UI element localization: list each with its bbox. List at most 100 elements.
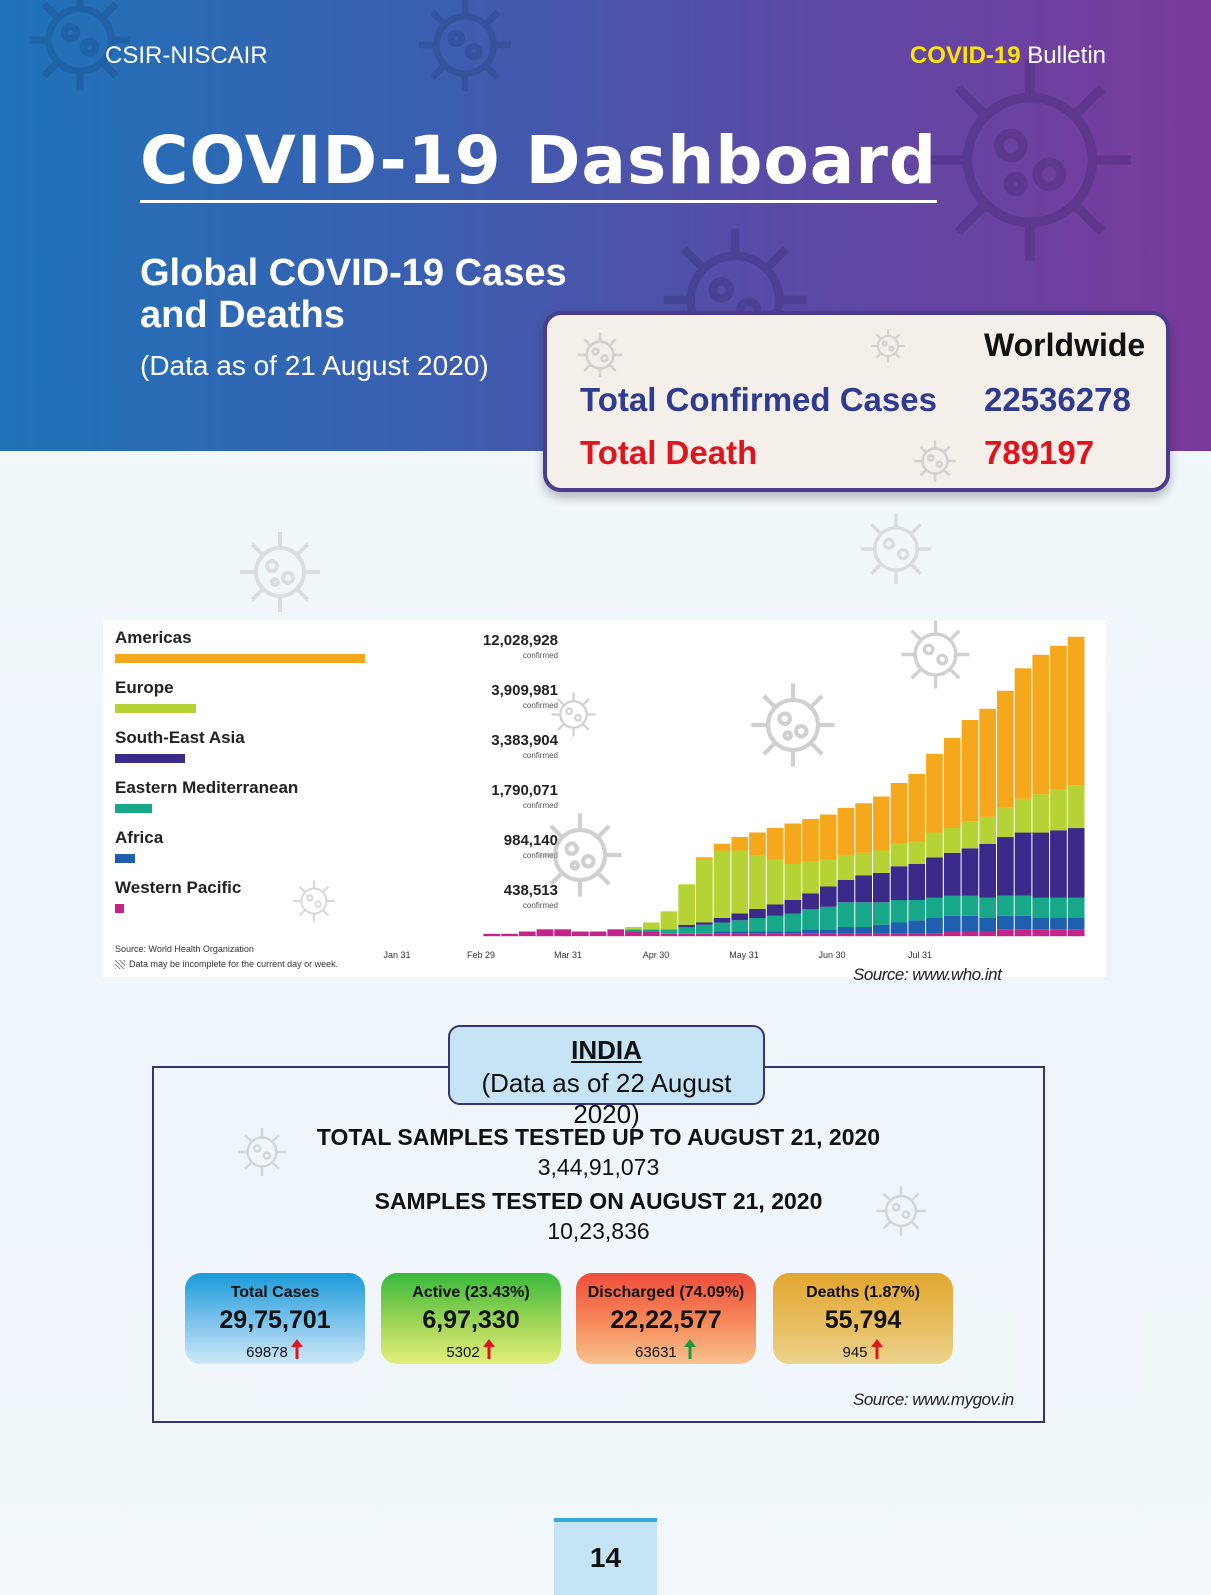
chart-bar-segment — [873, 873, 890, 903]
bulletin-rest: Bulletin — [1020, 42, 1106, 69]
region-name: South-East Asia — [115, 728, 245, 747]
chart-bar-segment — [908, 900, 926, 921]
death-value: 789197 — [984, 434, 1095, 471]
chart-bar-segment — [855, 902, 872, 928]
chart-bar-segment — [483, 933, 501, 937]
chart-bar-segment — [1050, 918, 1067, 930]
chart-bar-segment — [713, 918, 731, 923]
chart-bar-segment — [784, 933, 802, 937]
region-row: Eastern Mediterranean — [115, 778, 465, 813]
india-header-tab: INDIA (Data as of 22 August 2020) — [448, 1025, 765, 1129]
chart-bar-segment — [961, 720, 979, 822]
chart-bar-segment — [961, 931, 979, 936]
chart-bar-segment — [908, 841, 926, 864]
region-value: 3,909,981 — [491, 682, 558, 699]
x-tick-label: Feb 29 — [466, 950, 496, 960]
chart-bar-segment — [979, 897, 996, 919]
chart-bar-segment — [855, 875, 872, 903]
chart-bar-segment — [749, 933, 766, 937]
chart-bar-segment — [837, 927, 855, 934]
region-row: Europe — [115, 678, 465, 713]
bulletin-highlight: COVID-19 — [909, 42, 1021, 69]
day-samples-value: 10,23,836 — [547, 1218, 650, 1244]
chart-source-note: Source: World Health Organization Data m… — [115, 942, 338, 972]
chart-bar-segment — [784, 900, 802, 914]
chart-bar-segment — [979, 918, 996, 932]
virus-icon — [29, 0, 131, 91]
chart-bar-segment — [1014, 929, 1032, 937]
page-number: 14 — [554, 1518, 657, 1595]
chart-bar-segment — [997, 929, 1014, 937]
region-sub: confirmed — [522, 751, 558, 760]
card-label: Total Cases — [230, 1284, 320, 1301]
chart-bar-segment — [1050, 897, 1067, 919]
chart-bar-segment — [979, 816, 996, 844]
chart-bar-segment — [943, 931, 961, 936]
chart-bar-segment — [997, 837, 1014, 896]
chart-bar-segment — [607, 929, 625, 937]
region-value: 12,028,928 — [482, 632, 558, 649]
chart-bar-segment — [696, 922, 713, 925]
chart-source-line: Source: World Health Organization — [115, 944, 254, 954]
chart-bar-segment — [696, 857, 713, 860]
chart-bar-segment — [873, 924, 890, 934]
active-cases-card: Active (23.43%) 6,97,330 5302 — [381, 1273, 561, 1364]
chart-bar-segment — [784, 913, 802, 932]
chart-bar-segment — [1014, 668, 1032, 799]
region-value: 984,140 — [503, 832, 558, 849]
confirmed-label: Total Confirmed Cases — [580, 381, 937, 418]
chart-bar-segment — [766, 931, 784, 934]
region-sub: confirmed — [522, 801, 558, 810]
chart-bar-segment — [731, 850, 749, 914]
chart-bar-segment — [961, 848, 979, 896]
chart-bar-segment — [1067, 828, 1085, 898]
day-samples-block: SAMPLES TESTED ON AUGUST 21, 2020 10,23,… — [152, 1188, 1045, 1245]
chart-bar-segment — [802, 909, 819, 930]
x-tick-label: Jun 30 — [818, 950, 846, 960]
chart-bar-segment — [997, 690, 1014, 808]
chart-bar-segment — [979, 708, 996, 817]
hatch-swatch-icon — [115, 960, 125, 970]
chart-bar-segment — [943, 915, 961, 932]
global-data-date: (Data as of 21 August 2020) — [140, 350, 489, 381]
arrow-up-icon — [870, 1339, 883, 1359]
chart-bar-segment — [979, 931, 996, 936]
chart-bar-segment — [855, 933, 872, 937]
region-bar — [115, 754, 185, 763]
virus-icon — [577, 332, 623, 378]
chart-bar-segment — [625, 927, 642, 930]
region-value: 1,790,071 — [491, 782, 558, 799]
virus-icon — [871, 329, 905, 363]
chart-bar-segment — [943, 895, 961, 916]
chart-bar-segment — [766, 933, 784, 937]
card-value: 22,22,577 — [610, 1306, 722, 1334]
virus-icon — [901, 620, 970, 689]
chart-bar-segment — [1032, 918, 1050, 930]
region-sub: confirmed — [522, 651, 558, 660]
chart-bar-segment — [572, 931, 589, 936]
chart-bar-segment — [1032, 832, 1050, 898]
chart-bar-segment — [749, 909, 766, 918]
x-tick-label: May 31 — [729, 950, 759, 960]
india-title: INDIA — [571, 1035, 642, 1065]
chart-bar-segment — [678, 927, 695, 934]
card-increase-value: 69878 — [246, 1344, 288, 1361]
total-samples-value: 3,44,91,073 — [537, 1154, 660, 1180]
chart-bar-segment — [589, 931, 607, 936]
chart-bar-segment — [961, 895, 979, 916]
chart-bar-segment — [926, 918, 943, 934]
chart-bar-segment — [1014, 895, 1032, 916]
chart-bar-segment — [837, 879, 855, 903]
region-row: Americas — [115, 628, 465, 663]
chart-bar-segment — [766, 904, 784, 916]
chart-bar-segment — [678, 933, 695, 937]
chart-bar-segment — [943, 738, 961, 828]
chart-bar-segment — [908, 920, 926, 934]
india-date: (Data as of 22 August 2020) — [481, 1068, 732, 1129]
organization-name: CSIR-NISCAIR — [105, 42, 268, 69]
chart-bar-segment — [819, 929, 837, 934]
region-row: Africa — [115, 828, 465, 863]
card-increase: 69878 — [185, 1338, 365, 1361]
page-title: COVID-19 Dashboard — [140, 122, 938, 203]
chart-bar-segment — [873, 850, 890, 873]
